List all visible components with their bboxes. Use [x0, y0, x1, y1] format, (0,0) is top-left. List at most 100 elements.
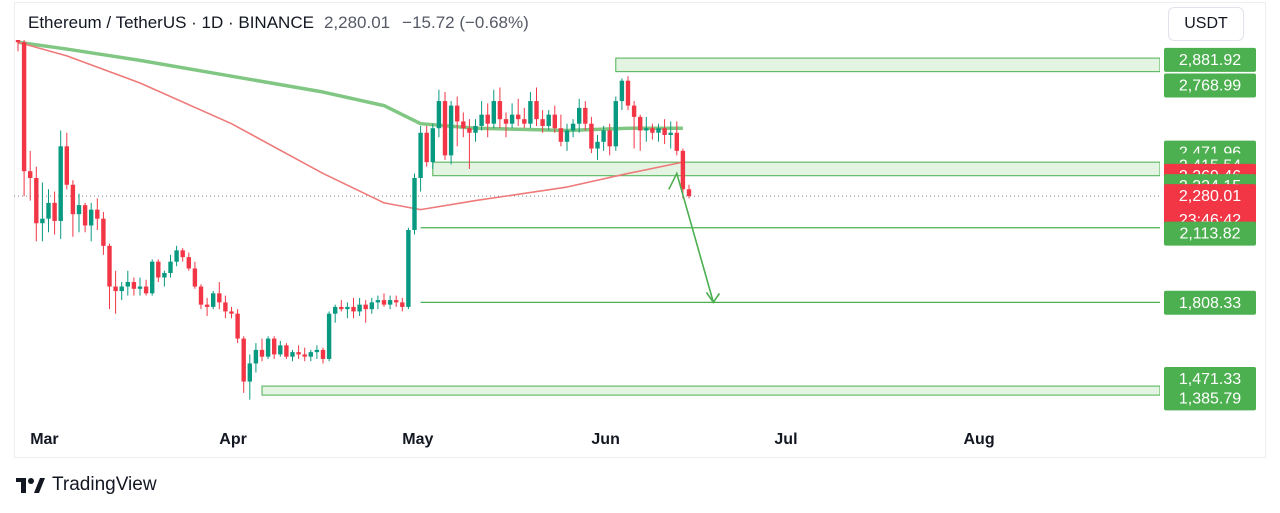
plot-area — [14, 40, 1160, 400]
candle-body — [668, 132, 673, 135]
candle-body — [625, 80, 631, 106]
symbol-title[interactable]: Ethereum / TetherUS · 1D · BINANCE — [28, 13, 314, 32]
candle-body — [436, 101, 442, 129]
candle-body — [564, 130, 570, 142]
price-axis-label-box — [1164, 290, 1256, 315]
price-axis-label: 2,881.92 — [1179, 52, 1241, 69]
candle-body — [479, 114, 484, 126]
brand-label: TradingView — [52, 474, 157, 495]
price-axis-label: 1,808.33 — [1179, 295, 1241, 312]
price-axis-label: 2,768.99 — [1179, 77, 1241, 94]
candle-body — [381, 300, 387, 305]
symbol-header: Ethereum / TetherUS · 1D · BINANCE 2,280… — [28, 12, 529, 34]
candle-body — [308, 352, 313, 357]
candle-body — [326, 313, 332, 359]
x-axis-tick-label: Jun — [591, 431, 619, 448]
candle-body — [522, 119, 527, 124]
currency-button[interactable]: USDT — [1168, 7, 1244, 41]
support-resistance-zone — [261, 385, 1160, 396]
candle-body — [448, 105, 454, 156]
candle-body — [314, 349, 320, 353]
candle-body — [528, 101, 533, 124]
candle-body — [546, 114, 551, 126]
candle-body — [363, 304, 368, 310]
price-change: −15.72 (−0.68%) — [402, 13, 529, 32]
candle-body — [589, 123, 594, 149]
candle-body — [375, 300, 381, 303]
candle-body — [235, 313, 240, 339]
candle-body — [345, 306, 350, 310]
candle-body — [503, 119, 509, 124]
moving-average-line — [17, 40, 683, 133]
candle-body — [302, 354, 307, 357]
candle-body — [34, 177, 39, 224]
price-axis-label-box — [1164, 366, 1256, 391]
candle-body — [656, 128, 661, 133]
candle-body — [369, 302, 374, 310]
candle-body — [156, 261, 161, 278]
candle-body — [467, 128, 472, 133]
candle-body — [540, 119, 545, 126]
candle-body — [601, 130, 606, 142]
candle-body — [107, 245, 112, 287]
candle-body — [113, 286, 118, 292]
price-axis-label-box — [1164, 47, 1256, 72]
candle-body — [339, 306, 344, 310]
candle-body — [607, 130, 612, 147]
candle-body — [21, 42, 27, 172]
candle-body — [613, 101, 618, 147]
candle-body — [430, 128, 435, 163]
candle-body — [168, 261, 173, 273]
candle-body — [387, 300, 393, 305]
candle-body — [204, 304, 210, 307]
candle-body — [211, 293, 216, 307]
candle-body — [418, 132, 423, 178]
candle-body — [577, 107, 582, 124]
candle-body — [95, 209, 100, 219]
candle-body — [662, 128, 667, 135]
projection-arrowhead — [705, 291, 721, 304]
candle-body — [28, 171, 33, 178]
candle-body — [424, 132, 429, 163]
candle-body — [473, 125, 478, 133]
candle-body — [40, 218, 45, 224]
candle-body — [516, 114, 521, 120]
price-axis-label-box — [1164, 184, 1256, 233]
candle-body — [357, 304, 362, 312]
candle-body — [351, 306, 356, 312]
candle-body — [272, 338, 277, 355]
candle-body — [162, 272, 167, 278]
candle-body — [64, 146, 69, 185]
candle-body — [89, 209, 94, 226]
price-axis-label: 1,471.33 — [1179, 371, 1241, 388]
last-price: 2,280.01 — [323, 13, 391, 32]
candle-body — [680, 150, 686, 190]
candle-body — [143, 286, 149, 294]
candle-body — [674, 132, 679, 151]
candle-body — [82, 205, 88, 226]
candle-body — [394, 300, 399, 303]
price-axis-label: 2,280.01 — [1179, 188, 1241, 205]
candle-body — [650, 128, 655, 133]
price-axis-label-box — [1164, 386, 1256, 411]
candle-body — [125, 282, 130, 287]
candle-body — [583, 107, 588, 124]
candle-body — [485, 114, 490, 124]
tradingview-brand[interactable]: TradingView — [16, 474, 157, 496]
candle-body — [552, 114, 557, 129]
candle-body — [15, 40, 21, 43]
candle-body — [229, 311, 234, 314]
price-axis-label-box — [1164, 73, 1256, 98]
support-resistance-zone — [615, 57, 1160, 73]
candle-body — [333, 306, 338, 314]
candle-body — [595, 141, 600, 149]
x-axis-tick-label: Aug — [964, 431, 995, 448]
candle-body — [76, 205, 82, 215]
support-resistance-zone — [432, 161, 1160, 177]
candle-body — [101, 218, 106, 246]
candle-body — [686, 189, 692, 197]
candle-body — [247, 363, 252, 382]
candle-body — [259, 349, 265, 357]
candle-body — [320, 349, 326, 359]
